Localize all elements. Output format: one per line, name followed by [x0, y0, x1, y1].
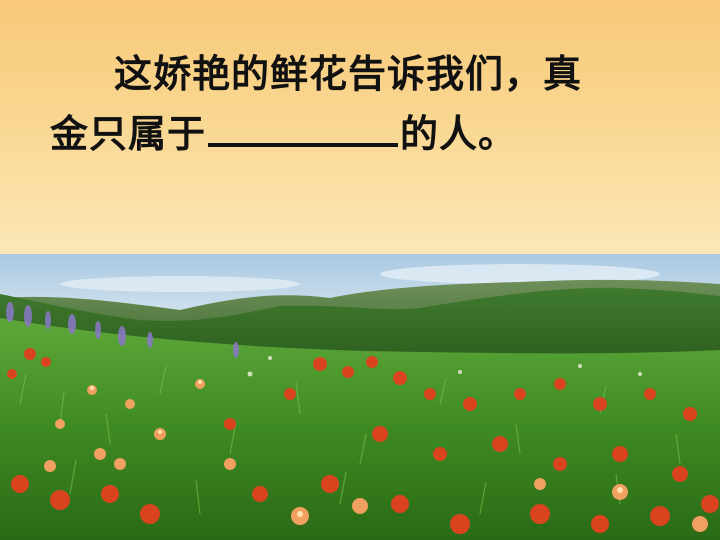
fill-in-blank [208, 113, 399, 147]
title-band [0, 0, 720, 254]
meadow-landscape-icon [0, 254, 720, 540]
question-line-1: 这娇艳的鲜花告诉我们，真 [50, 44, 700, 104]
cloud [380, 264, 660, 284]
white-flowers [247, 356, 642, 377]
cloud [60, 276, 300, 292]
question-line-2: 金只属于 的人。 [50, 104, 700, 164]
question-line-1-text: 这娇艳的鲜花告诉我们，真 [114, 52, 583, 96]
meadow-landscape-image [0, 254, 720, 540]
purple-flowers [6, 302, 239, 358]
grass-texture [19, 365, 681, 515]
question-line-2-start: 金只属于 [50, 112, 207, 156]
red-flowers [7, 348, 719, 534]
question-line-2-end: 的人。 [400, 112, 518, 156]
question-text: 这娇艳的鲜花告诉我们，真 金只属于 的人。 [50, 44, 700, 164]
